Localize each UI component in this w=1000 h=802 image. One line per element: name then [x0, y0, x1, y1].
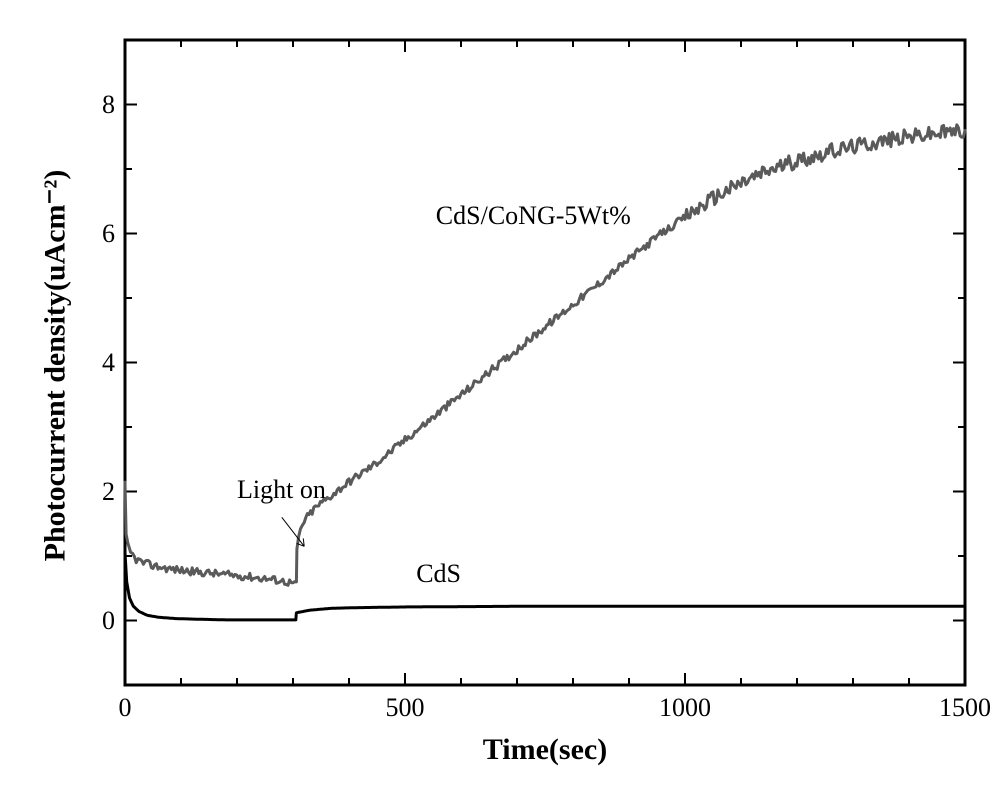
annotation-cds-cong-5wt-: CdS/CoNG-5Wt%	[436, 201, 631, 231]
y-tick-label: 4	[102, 348, 115, 378]
y-axis-label: Photocurrent density(uAcm⁻²)	[38, 150, 73, 580]
photocurrent-chart: Photocurrent density(uAcm⁻²) Time(sec) 0…	[0, 0, 1000, 802]
y-tick-label: 0	[102, 606, 115, 636]
y-tick-label: 2	[102, 477, 115, 507]
x-tick-label: 500	[375, 693, 435, 723]
y-tick-label: 6	[102, 219, 115, 249]
x-tick-label: 0	[95, 693, 155, 723]
annotation-cds: CdS	[416, 559, 461, 589]
y-tick-label: 8	[102, 90, 115, 120]
x-tick-label: 1000	[655, 693, 715, 723]
x-tick-label: 1500	[935, 693, 995, 723]
annotation-light-on: Light on	[237, 475, 326, 505]
x-axis-label: Time(sec)	[445, 733, 645, 767]
chart-canvas	[0, 0, 1000, 802]
